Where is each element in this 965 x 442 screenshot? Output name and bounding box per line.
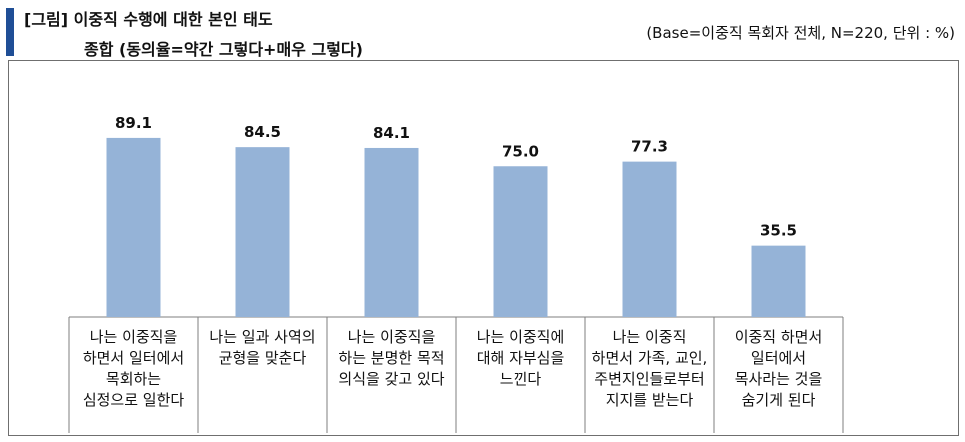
category-label-line: 대해 자부심을 bbox=[476, 349, 565, 367]
bar bbox=[751, 245, 806, 317]
category-label-line: 목회하는 bbox=[105, 370, 162, 388]
category-label-line: 나는 이중직을 bbox=[89, 328, 178, 346]
category-label-line: 목사라는 것을 bbox=[734, 370, 823, 388]
bar bbox=[493, 166, 548, 317]
bar bbox=[235, 147, 290, 317]
category-label-line: 나는 이중직을 bbox=[347, 328, 436, 346]
bar-chart: 89.1 84.5 84.1 75.0 77.3 35.5 bbox=[68, 114, 844, 433]
category-label-line: 주변지인들로부터 bbox=[594, 370, 705, 388]
chart-title: [그림] 이중직 수행에 대한 본인 태도 bbox=[24, 10, 273, 29]
category-label-line: 지지를 받는다 bbox=[605, 391, 694, 409]
bar-value-label: 75.0 bbox=[502, 142, 539, 160]
category-label-line: 하면서 가족, 교인, bbox=[591, 349, 708, 367]
bar-value-label: 84.5 bbox=[244, 123, 281, 141]
category-label-line: 나는 이중직에 bbox=[476, 328, 565, 346]
bar bbox=[622, 161, 677, 317]
category-label-line: 하는 분명한 목적 bbox=[338, 349, 445, 367]
chart-subtitle: 종합 (동의율=약간 그렇다+매우 그렇다) bbox=[84, 40, 363, 59]
category-label-line: 나는 이중직 bbox=[612, 328, 687, 346]
category-label-line: 일터에서 bbox=[750, 349, 807, 367]
category-label-line: 나는 일과 사역의 bbox=[209, 328, 316, 346]
category-label-line: 의식을 갖고 있다 bbox=[338, 370, 445, 388]
category-label-line: 느낀다 bbox=[499, 370, 542, 388]
bar-value-label: 84.1 bbox=[373, 124, 410, 142]
bar bbox=[364, 147, 419, 317]
category-label-line: 숨기게 된다 bbox=[741, 391, 816, 409]
base-note: (Base=이중직 목회자 전체, N=220, 단위 : %) bbox=[646, 24, 955, 42]
bar bbox=[106, 137, 161, 317]
bar-value-label: 89.1 bbox=[115, 114, 152, 132]
bar-value-label: 77.3 bbox=[631, 138, 668, 156]
bar-value-label: 35.5 bbox=[760, 222, 797, 240]
category-label-line: 이중직 하면서 bbox=[734, 328, 823, 346]
category-label-line: 균형을 맞춘다 bbox=[218, 349, 307, 367]
category-label-line: 하면서 일터에서 bbox=[82, 349, 185, 367]
title-accent-bar bbox=[6, 8, 14, 56]
category-label-line: 심정으로 일한다 bbox=[82, 391, 185, 409]
